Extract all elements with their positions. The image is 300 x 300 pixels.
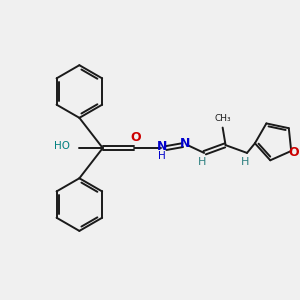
Text: O: O — [130, 131, 141, 144]
Text: N: N — [179, 137, 190, 150]
Text: H: H — [198, 157, 206, 167]
Text: HO: HO — [54, 141, 70, 151]
Text: CH₃: CH₃ — [214, 114, 231, 123]
Text: H: H — [241, 157, 249, 167]
Text: O: O — [289, 146, 299, 159]
Text: N: N — [157, 140, 167, 153]
Text: H: H — [158, 151, 166, 161]
